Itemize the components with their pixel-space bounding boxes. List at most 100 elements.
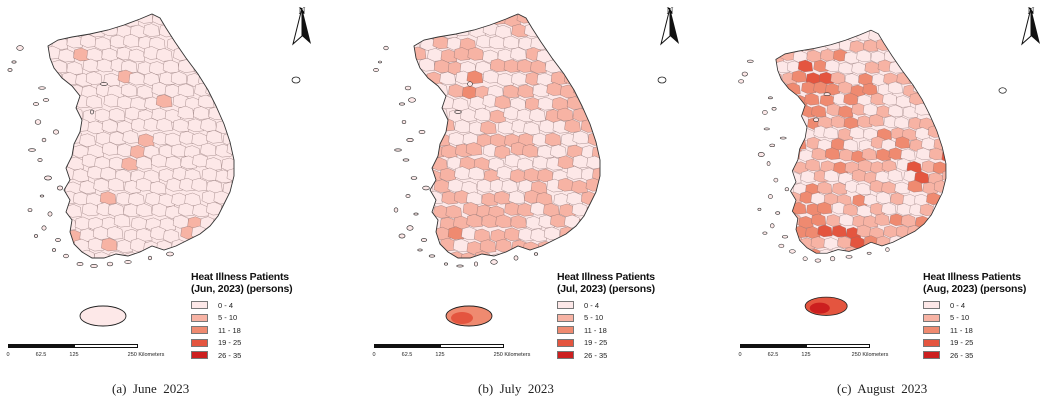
district-region [894, 181, 910, 194]
island [373, 68, 379, 72]
district-region [434, 251, 452, 258]
district-region [895, 246, 911, 254]
district-region [414, 169, 430, 183]
legend-title-line1: Heat Illness Patients [191, 271, 289, 283]
district-region [226, 238, 234, 252]
district-region [585, 178, 600, 192]
district-region [208, 34, 225, 49]
district-region [934, 30, 946, 42]
district-region [96, 58, 113, 73]
district-region [128, 71, 146, 86]
district-region [48, 14, 55, 27]
district-region [863, 39, 879, 52]
district-region [888, 104, 904, 118]
district-region [564, 23, 581, 37]
district-region [586, 35, 600, 50]
legend-item-26-35: 26 - 35 [191, 349, 292, 362]
district-region [922, 225, 938, 238]
district-region [811, 105, 827, 118]
island [90, 263, 98, 269]
district-region [545, 36, 562, 51]
district-region [881, 181, 897, 194]
island [406, 138, 414, 142]
district-region [779, 30, 795, 40]
district-region [791, 30, 807, 42]
district-region [813, 59, 829, 73]
legend-swatch [191, 351, 208, 360]
district-region [106, 226, 124, 240]
district-region [947, 72, 962, 84]
district-region [440, 49, 458, 63]
district-region [539, 119, 556, 134]
scale-bar: 0 62.5 125 250 Kilometers [738, 344, 888, 368]
district-region [236, 61, 252, 74]
island [39, 194, 45, 198]
district-region [222, 132, 234, 147]
district-region [929, 37, 945, 50]
district-region [579, 49, 596, 64]
island [418, 129, 426, 135]
district-region [205, 228, 222, 242]
district-region [60, 118, 78, 132]
coastal-islands [373, 45, 667, 268]
district-region [934, 227, 946, 240]
district-region [837, 128, 853, 141]
district-region [929, 60, 945, 74]
district-region [591, 145, 600, 160]
district-region [229, 119, 234, 133]
district-region [550, 71, 568, 85]
district-region [177, 83, 195, 97]
district-region [806, 203, 822, 216]
district-region [842, 203, 858, 216]
district-region [524, 97, 542, 111]
district-region [215, 94, 232, 109]
district-region [948, 136, 963, 148]
district-region [495, 214, 512, 228]
district-region [532, 132, 549, 147]
legend-label: 5 - 10 [584, 313, 604, 323]
district-region [233, 204, 234, 218]
district-region [875, 170, 891, 184]
district-region [531, 14, 549, 25]
district-region [587, 108, 600, 122]
district-region [490, 58, 507, 72]
north-arrow: N [1020, 6, 1042, 46]
district-region [173, 47, 190, 61]
district-region [914, 37, 930, 50]
district-region [823, 126, 839, 140]
district-region [226, 168, 234, 182]
island [768, 96, 773, 100]
legend-swatch [191, 301, 208, 310]
legend-label: 11 - 18 [950, 325, 973, 335]
district-region [586, 155, 600, 170]
legend-swatch [923, 326, 940, 335]
district-region [48, 25, 61, 39]
district-region [903, 37, 919, 50]
district-region [602, 14, 618, 27]
district-region [551, 239, 568, 253]
island [778, 243, 785, 249]
island [789, 249, 796, 254]
island [55, 238, 61, 242]
district-region [929, 216, 945, 229]
district-region [581, 97, 598, 112]
district-region [227, 93, 234, 108]
district-region [222, 60, 234, 74]
district-region [201, 238, 218, 253]
district-region [48, 106, 55, 120]
district-region [48, 179, 56, 193]
coastal-islands [738, 59, 1007, 263]
district-region [797, 59, 813, 73]
district-region [907, 180, 923, 193]
legend-title-line1: Heat Illness Patients [923, 271, 1021, 283]
district-region [194, 37, 212, 51]
legend-label: 0 - 4 [218, 300, 234, 310]
district-region [572, 59, 589, 73]
district-region [48, 216, 64, 230]
island [814, 258, 822, 263]
district-region [441, 191, 458, 205]
panel-caption: (a) June 2023 [112, 381, 190, 396]
district-region [817, 116, 833, 129]
district-region [48, 83, 55, 97]
district-region [938, 81, 946, 94]
